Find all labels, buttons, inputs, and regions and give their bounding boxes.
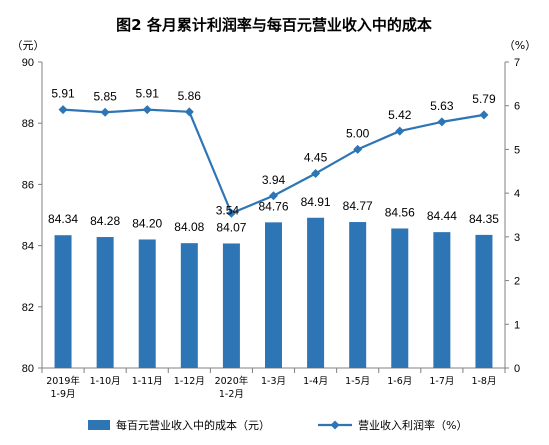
bar-value-label: 84.44 xyxy=(427,209,457,223)
bar xyxy=(180,243,198,368)
bar-value-label: 84.35 xyxy=(469,212,499,226)
right-tick-label: 3 xyxy=(514,232,520,244)
right-tick-label: 7 xyxy=(514,57,520,69)
line-point xyxy=(311,168,321,178)
plot-area: 80 82 84 86 88 90 0 1 2 3 4 5 6 7 2019年 1-9月 1-10月 1-11月 1… xyxy=(22,57,520,400)
line-point xyxy=(353,144,363,154)
line-point xyxy=(100,107,110,117)
x-tick-label: 1-7月 xyxy=(429,376,454,387)
x-tick-label: 1-12月 xyxy=(174,376,205,387)
bar xyxy=(222,243,240,368)
bar-value-label: 84.28 xyxy=(90,214,120,228)
left-tick-label: 90 xyxy=(22,57,34,69)
x-tick-label: 1-4月 xyxy=(303,376,328,387)
bar xyxy=(433,232,451,368)
line-value-label: 5.63 xyxy=(430,99,454,113)
line-value-label: 5.91 xyxy=(51,87,75,101)
bar xyxy=(54,235,72,368)
bar xyxy=(307,217,325,368)
left-tick-label: 86 xyxy=(22,179,34,191)
right-axis-unit: （%） xyxy=(504,39,536,52)
line-point xyxy=(395,126,405,136)
right-tick-label: 1 xyxy=(514,319,520,331)
line-value-label: 3.54 xyxy=(216,203,240,217)
legend-label-bar: 每百元营业收入中的成本（元） xyxy=(116,418,270,432)
x-tick-label: 1-9月 xyxy=(51,389,76,400)
line-value-label: 4.45 xyxy=(304,150,328,164)
right-tick-label: 4 xyxy=(514,188,520,200)
x-tick-label: 1-6月 xyxy=(387,376,412,387)
x-tick-label: 2020年 xyxy=(215,375,249,387)
bar-value-label: 84.76 xyxy=(258,199,288,213)
left-tick-label: 80 xyxy=(22,363,34,375)
x-tick-label: 1-11月 xyxy=(132,376,163,387)
bar xyxy=(96,237,114,368)
line-value-label: 5.42 xyxy=(388,108,412,122)
line-point xyxy=(437,117,447,127)
left-tick-label: 82 xyxy=(22,302,34,314)
x-tick-label: 1-10月 xyxy=(90,376,121,387)
line-value-label: 5.00 xyxy=(346,126,370,140)
bar xyxy=(265,222,282,368)
line-point xyxy=(184,107,194,117)
line-point xyxy=(269,191,278,201)
x-tick-label: 1-2月 xyxy=(219,389,244,400)
left-tick-label: 84 xyxy=(22,241,34,253)
x-tick-label: 1-3月 xyxy=(261,376,286,387)
bar xyxy=(138,239,156,368)
legend-label-line: 营业收入利润率（%） xyxy=(358,418,467,432)
bar-value-label: 84.07 xyxy=(216,220,246,234)
bar-value-label: 84.20 xyxy=(132,216,162,230)
x-tick-label: 2019年 xyxy=(46,375,80,387)
legend-marker-line xyxy=(330,420,340,430)
line-value-label: 3.94 xyxy=(262,173,286,187)
right-tick-label: 2 xyxy=(514,276,520,288)
chart-title: 图2 各月累计利润率与每百元营业收入中的成本 xyxy=(116,16,432,34)
bar-value-label: 84.56 xyxy=(385,205,415,219)
line-value-label: 5.86 xyxy=(178,89,202,103)
bar xyxy=(391,228,409,368)
line-point xyxy=(479,110,489,120)
right-tick-label: 0 xyxy=(514,363,520,375)
bar xyxy=(349,222,367,368)
line-value-label: 5.85 xyxy=(93,89,117,103)
left-tick-label: 88 xyxy=(22,118,34,130)
bar-value-label: 84.34 xyxy=(48,212,78,226)
line-value-label: 5.91 xyxy=(136,87,160,101)
legend-swatch-bar xyxy=(88,420,110,430)
x-tick-label: 1-8月 xyxy=(471,376,496,387)
right-tick-label: 5 xyxy=(514,144,520,156)
right-tick-label: 6 xyxy=(514,101,520,113)
bar-value-label: 84.08 xyxy=(174,220,204,234)
line-value-label: 5.79 xyxy=(472,92,496,106)
bar-value-label: 84.91 xyxy=(301,195,331,209)
bar-value-label: 84.77 xyxy=(343,199,373,213)
legend: 每百元营业收入中的成本（元） 营业收入利润率（%） xyxy=(88,418,467,432)
line-point xyxy=(226,208,236,218)
line-point xyxy=(142,105,152,115)
left-axis-unit: （元） xyxy=(12,39,45,52)
line-point xyxy=(58,105,68,115)
bar xyxy=(475,234,493,368)
x-tick-label: 1-5月 xyxy=(345,376,370,387)
